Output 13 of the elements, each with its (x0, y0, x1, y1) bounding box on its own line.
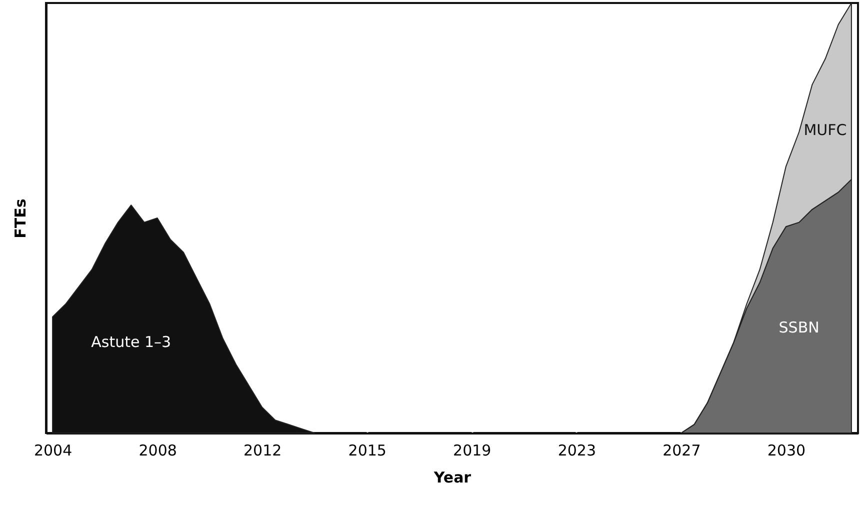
x-tick-label: 2015 (348, 442, 386, 460)
y-axis-title: FTEs (12, 198, 30, 238)
x-tick-label: 2012 (244, 442, 282, 460)
x-tick-label: 2030 (767, 442, 806, 460)
series-label: MUFC (804, 120, 847, 139)
series-label: SSBN (778, 318, 820, 337)
x-tick-label: 2019 (453, 442, 492, 460)
x-axis-title: Year (432, 468, 472, 486)
series-label: Astute 1–3 (91, 332, 172, 351)
x-tick-label: 2004 (34, 442, 72, 460)
x-tick-label: 2023 (558, 442, 596, 460)
x-tick-label: 2027 (662, 442, 701, 460)
x-tick-label: 2008 (138, 442, 177, 460)
